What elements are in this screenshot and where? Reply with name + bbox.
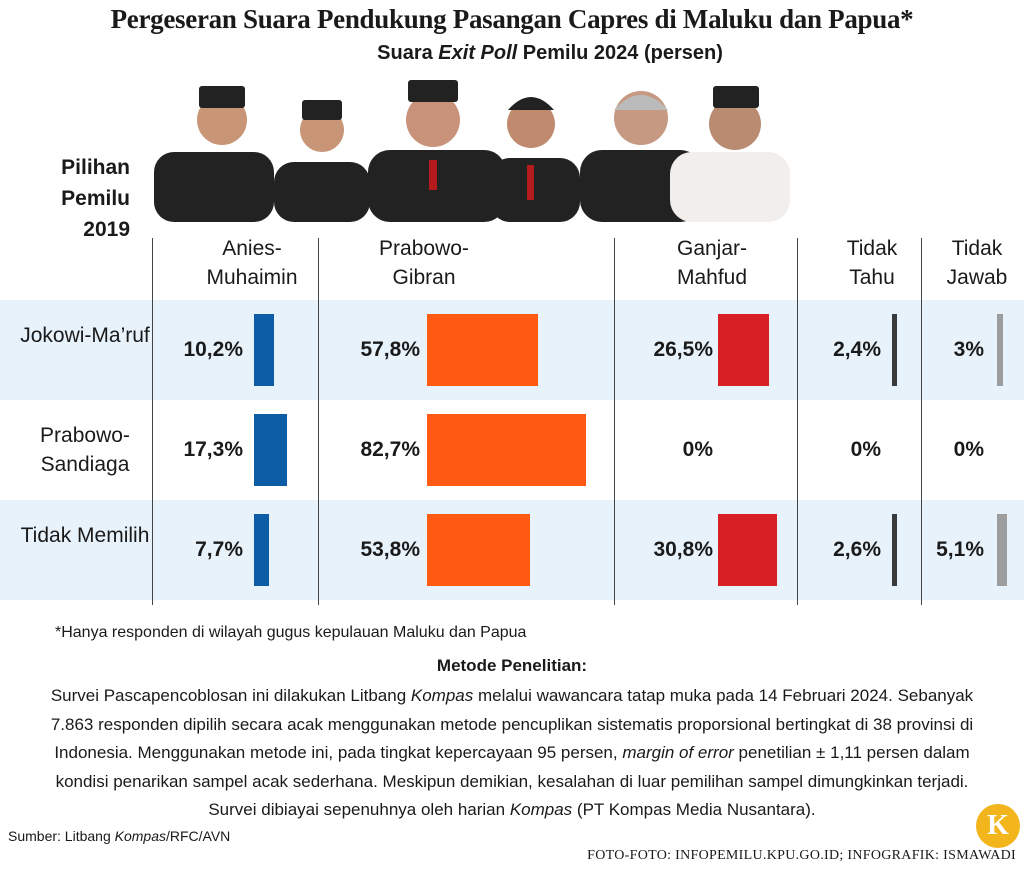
column-header: Tidak Tahu xyxy=(846,237,898,289)
bar xyxy=(892,514,897,586)
chart-subtitle: Suara Exit Poll Pemilu 2024 (persen) xyxy=(0,42,1024,65)
bar xyxy=(997,514,1007,586)
text-segment: (PT Kompas Media Nusantara). xyxy=(572,800,816,819)
text-segment: melalui wawancara tatap muka pada 14 Feb… xyxy=(50,686,974,762)
text-segment: Exit Poll xyxy=(438,42,518,64)
text-segment: Kompas xyxy=(410,686,474,705)
footnote: *Hanya responden di wilayah gugus kepula… xyxy=(55,624,527,641)
column-header: Anies-Muhaimin xyxy=(206,237,298,289)
text-segment: Sumber: Litbang xyxy=(8,828,115,844)
value-label: 0% xyxy=(953,438,984,461)
text-segment: Suara xyxy=(377,42,439,64)
value-label: 5,1% xyxy=(936,538,984,561)
bar xyxy=(718,514,778,586)
value-label: 0% xyxy=(682,438,713,461)
value-label: 30,8% xyxy=(653,538,713,561)
bar xyxy=(427,514,531,586)
bar xyxy=(997,314,1003,386)
value-label: 3% xyxy=(953,338,984,361)
column-divider xyxy=(152,238,153,605)
logo: K xyxy=(976,804,1020,848)
value-label: 17,3% xyxy=(183,438,243,461)
row-label: Prabowo-Sandiaga xyxy=(40,424,130,476)
column-header: Tidak Jawab xyxy=(946,237,1008,289)
bar xyxy=(254,414,288,486)
bar xyxy=(254,314,274,386)
source: Sumber: Litbang Kompas/RFC/AVN xyxy=(8,828,230,844)
column-divider xyxy=(318,238,319,605)
text-segment: Survei Pascapencoblosan ini dilakukan Li… xyxy=(50,686,411,705)
chart-title: Pergeseran Suara Pendukung Pasangan Capr… xyxy=(110,4,914,34)
text-segment: /RFC/AVN xyxy=(165,828,231,844)
bar xyxy=(892,314,897,386)
credits: FOTO-FOTO: INFOPEMILU.KPU.GO.ID; INFOGRA… xyxy=(587,848,1016,863)
value-label: 10,2% xyxy=(183,338,243,361)
row-label: Tidak Memilih xyxy=(20,524,150,547)
value-label: 57,8% xyxy=(360,338,420,361)
value-label: 0% xyxy=(850,438,881,461)
method-text: Survei Pascapencoblosan ini dilakukan Li… xyxy=(30,682,994,825)
text-segment: margin of error xyxy=(622,743,734,762)
value-label: 2,4% xyxy=(833,338,881,361)
column-divider xyxy=(614,238,615,605)
bar xyxy=(427,314,538,386)
text-segment: Kompas xyxy=(509,800,573,819)
bar xyxy=(254,514,269,586)
candidate-photos xyxy=(154,80,790,222)
text-segment: Kompas xyxy=(114,828,166,844)
bar xyxy=(427,414,586,486)
bar xyxy=(718,314,769,386)
method-title: Metode Penelitian: xyxy=(436,656,588,675)
column-header: Prabowo-Gibran xyxy=(379,237,469,289)
column-divider xyxy=(797,238,798,605)
value-label: 53,8% xyxy=(360,538,420,561)
column-divider xyxy=(921,238,922,605)
value-label: 2,6% xyxy=(833,538,881,561)
column-header: Ganjar-Mahfud xyxy=(676,237,748,289)
text-segment: penetilian ± 1,11 persen dalam kondisi p… xyxy=(55,743,970,819)
row-label: Jokowi-Ma’ruf xyxy=(20,324,150,347)
text-segment: Pemilu 2024 (persen) xyxy=(517,42,723,64)
value-label: 26,5% xyxy=(653,338,713,361)
value-label: 82,7% xyxy=(360,438,420,461)
row-header: Pilihan Pemilu 2019 xyxy=(61,156,130,241)
value-label: 7,7% xyxy=(195,538,243,561)
